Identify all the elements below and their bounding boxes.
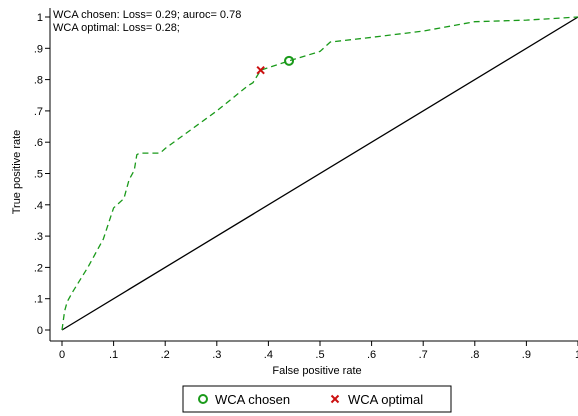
roc-curve-line — [61, 16, 578, 331]
y-tick-label: 0 — [37, 325, 43, 337]
legend-marker-wca-optimal — [330, 394, 340, 404]
legend-box — [182, 385, 452, 413]
x-tick-label: 0 — [59, 349, 65, 361]
x-tick-label: .1 — [109, 349, 118, 361]
x-tick-label: .9 — [522, 349, 531, 361]
annotation-chosen: WCA chosen: Loss= 0.29; auroc= 0.78 — [53, 9, 241, 21]
x-tick-label: .3 — [212, 349, 221, 361]
y-tick-label: .6 — [34, 137, 43, 149]
y-tick-label: .8 — [34, 75, 43, 87]
reference-diagonal-line — [61, 16, 578, 331]
annotation-optimal: WCA optimal: Loss= 0.28; — [53, 22, 180, 34]
legend-x-glyph — [330, 394, 340, 404]
y-tick-label: .9 — [34, 43, 43, 55]
x-tick-label: .5 — [315, 349, 324, 361]
x-tick-label: .4 — [264, 349, 273, 361]
x-tick-label: .8 — [470, 349, 479, 361]
legend-label-wca-optimal: WCA optimal — [348, 392, 423, 407]
x-tick-label: 1 — [575, 349, 578, 361]
wca-chosen-point — [284, 55, 295, 66]
y-tick-label: 1 — [37, 12, 43, 24]
x-axis-title: False positive rate — [272, 365, 361, 377]
x-tick-label: .7 — [419, 349, 428, 361]
x-axis-ticks: 0 .1 .2 .3 .4 .5 .6 .7 .8 .9 1 — [59, 341, 578, 361]
y-tick-label: .2 — [34, 262, 43, 274]
y-tick-label: .1 — [34, 294, 43, 306]
y-tick-label: .7 — [34, 106, 43, 118]
legend-marker-wca-chosen — [198, 394, 208, 404]
wca-optimal-point — [256, 66, 265, 75]
x-tick-label: .6 — [367, 349, 376, 361]
y-tick-label: .3 — [34, 231, 43, 243]
point-markers — [256, 55, 295, 75]
y-tick-label: .4 — [34, 200, 43, 212]
y-tick-label: .5 — [34, 169, 43, 181]
y-axis-title: True positive rate — [11, 130, 23, 215]
legend-label-wca-chosen: WCA chosen — [215, 392, 290, 407]
x-tick-label: .2 — [161, 349, 170, 361]
y-axis-ticks: 0 .1 .2 .3 .4 .5 .6 .7 .8 .9 1 — [34, 12, 50, 337]
legend: WCA chosen WCA optimal — [182, 385, 452, 413]
